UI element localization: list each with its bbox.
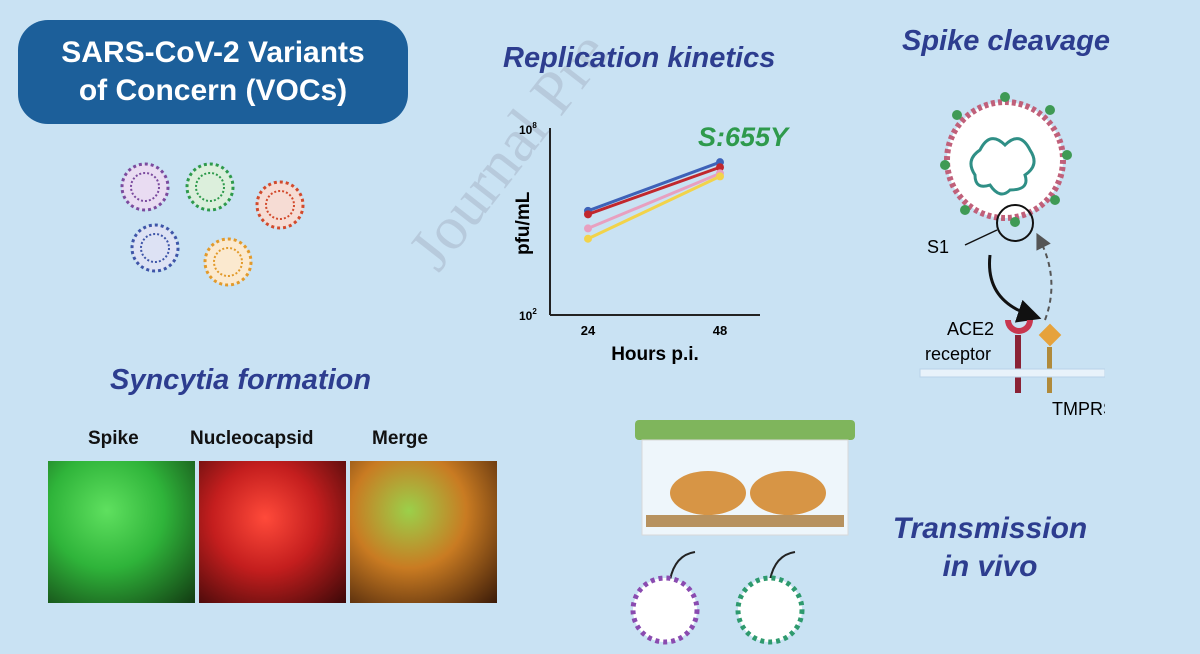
tmprss2-label: TMPRSS2 <box>1052 399 1105 419</box>
microscopy-merge-image <box>350 461 497 603</box>
syncytia-heading: Syncytia formation <box>110 364 372 396</box>
variant-annotation: S:655Y <box>698 122 791 152</box>
series-line-0 <box>587 160 721 213</box>
transmission-illustration <box>630 420 855 645</box>
data-point-2-0 <box>584 224 592 233</box>
voc-virions-illustration <box>120 162 305 287</box>
y-tick-top: 108 <box>519 121 537 137</box>
y-axis-label: pfu/mL <box>513 191 534 255</box>
virion-purple-transmission-icon <box>630 575 700 645</box>
replication-chart: 108 102 pfu/mL 24 48 Hours p.i. S:655Y <box>513 121 791 365</box>
virion-orange-icon <box>203 237 253 287</box>
arrow-right-icon <box>769 551 796 581</box>
s1-pointer-line <box>964 229 998 246</box>
title-line-2: of Concern (VOCs) <box>78 74 348 107</box>
cage-lid <box>635 420 855 440</box>
series-line-1 <box>587 165 721 216</box>
virion-green-icon <box>185 162 235 212</box>
series-line-3 <box>587 175 721 241</box>
ace2-label-line-2: receptor <box>925 344 991 364</box>
x-tick-24: 24 <box>581 323 596 338</box>
ace2-receptor-icon <box>1005 320 1033 334</box>
transmission-heading: Transmission in vivo <box>880 510 1100 586</box>
panel-label-nucleocapsid: Nucleocapsid <box>190 428 314 449</box>
spike-cleavage-illustration: S1 ACE2 receptor TMPRSS2 <box>919 92 1105 419</box>
microscopy-nucleocapsid-image <box>199 461 346 603</box>
spike-cleavage-heading: Spike cleavage <box>902 25 1110 57</box>
virion-blue-icon <box>130 223 180 273</box>
data-point-3-1 <box>716 172 724 181</box>
hamster-right-icon <box>750 471 826 515</box>
x-axis-label: Hours p.i. <box>611 344 699 365</box>
transmission-line-1: Transmission <box>892 512 1088 545</box>
tmprss2-diamond-icon <box>1038 323 1062 347</box>
s1-label: S1 <box>927 237 949 257</box>
virion-purple-icon <box>120 162 170 212</box>
panel-label-merge: Merge <box>372 428 428 449</box>
ace2-label-line-1: ACE2 <box>947 319 994 339</box>
transmission-line-2: in vivo <box>942 550 1038 583</box>
title-line-1: SARS-CoV-2 Variants <box>61 36 365 69</box>
cell-membrane <box>919 368 1105 378</box>
title-box: SARS-CoV-2 Variants of Concern (VOCs) <box>18 20 408 124</box>
data-point-3-0 <box>584 234 592 243</box>
replication-heading: Replication kinetics <box>503 42 776 74</box>
microscopy-spike-image <box>48 461 195 603</box>
panel-label-spike: Spike <box>88 428 139 449</box>
cage-bedding <box>646 515 844 527</box>
virion-red-icon <box>255 180 305 230</box>
virion-green-transmission-icon <box>735 575 805 645</box>
hamster-left-icon <box>670 471 746 515</box>
data-point-1-0 <box>584 210 592 219</box>
series-line-2 <box>587 171 721 230</box>
arrow-left-icon <box>669 551 696 581</box>
cleavage-arrow-icon <box>1036 232 1053 321</box>
data-point-1-1 <box>716 163 724 172</box>
s1-highlight-circle <box>996 204 1034 242</box>
ace2-stalk <box>1015 335 1021 393</box>
spike-virion-icon <box>940 92 1072 227</box>
binding-arrow-icon <box>988 254 1042 323</box>
y-tick-bottom: 102 <box>519 307 537 323</box>
x-tick-48: 48 <box>713 323 727 338</box>
